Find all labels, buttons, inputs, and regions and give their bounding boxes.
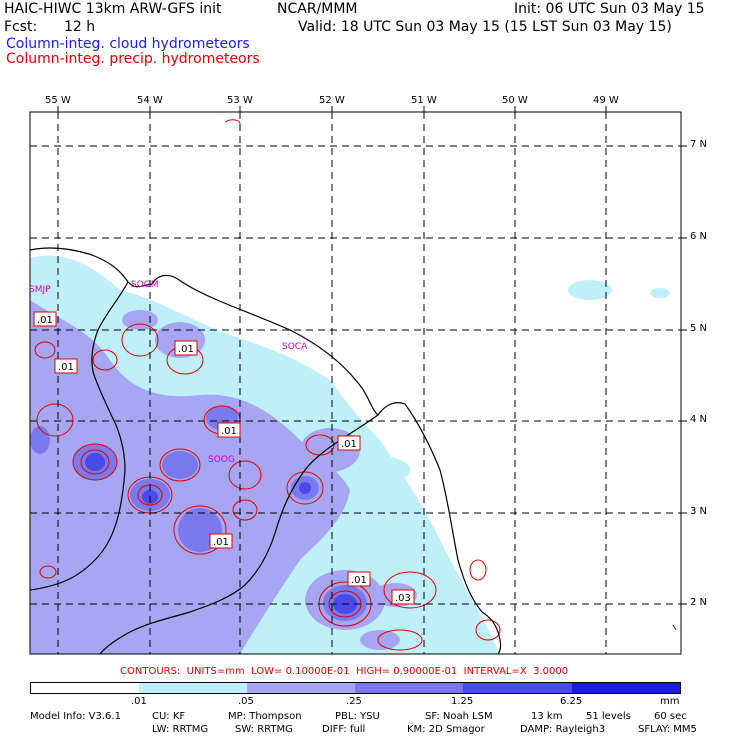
- forecast-value: 12 h: [64, 19, 96, 35]
- colorbar: [30, 682, 681, 694]
- lat-label: 4 N: [690, 414, 708, 425]
- precip-contours: [34, 119, 677, 651]
- contour-label: .01: [221, 426, 237, 437]
- colorbar-segment: [139, 683, 247, 693]
- axis-ticks: [57, 106, 687, 605]
- colorbar-segment: [31, 683, 139, 693]
- lat-lon-grid: [30, 112, 681, 654]
- colorbar-tick: .05: [238, 696, 254, 707]
- contour-label: .01: [341, 439, 357, 450]
- lon-label: 50 W: [502, 95, 528, 106]
- contour-label: .01: [58, 362, 74, 373]
- lon-label: 49 W: [593, 95, 619, 106]
- lon-label: 52 W: [319, 95, 345, 106]
- model-info-km: KM: 2D Smagor: [407, 724, 485, 735]
- colorbar-tick: 6.25: [560, 696, 583, 707]
- model-info-timestep: 60 sec: [654, 711, 687, 722]
- contour-label: .01: [37, 315, 53, 326]
- lon-label: 51 W: [411, 95, 437, 106]
- model-info-lw: LW: RRTMG: [152, 724, 209, 735]
- lon-label: 55 W: [45, 95, 71, 106]
- model-info-res: 13 km: [531, 711, 563, 722]
- model-info-sw: SW: RRTMG: [235, 724, 293, 735]
- lon-label: 54 W: [137, 95, 163, 106]
- lat-label: 2 N: [690, 597, 708, 608]
- contour-value-labels: .01 .01 .01 .01 .01 .01 .01 .03: [33, 311, 415, 605]
- init-time: Init: 06 UTC Sun 03 May 15: [514, 1, 705, 17]
- lat-label: 3 N: [690, 506, 708, 517]
- contour-label: .01: [213, 537, 229, 548]
- colorbar-segment: [355, 683, 463, 693]
- contour-label: .03: [395, 593, 411, 604]
- colorbar-segment: [572, 683, 680, 693]
- station-soca: SOCA: [282, 342, 308, 352]
- cloud-field-label: Column-integ. cloud hydrometeors: [6, 36, 250, 52]
- lat-label: 6 N: [690, 231, 708, 242]
- model-info-levels: 51 levels: [586, 711, 631, 722]
- model-info-sf: SF: Noah LSM: [425, 711, 493, 722]
- station-soog: SOOG: [208, 455, 235, 465]
- model-info-damp: DAMP: Rayleigh3: [520, 724, 606, 735]
- station-sogm: SOGM: [131, 280, 159, 290]
- model-info-pbl: PBL: YSU: [335, 711, 380, 722]
- contour-label: .01: [351, 575, 367, 586]
- contours-info: CONTOURS: UNITS=mm LOW= 0.10000E-01 HIGH…: [120, 666, 569, 677]
- center-label: NCAR/MMM: [277, 1, 358, 17]
- coastlines: [30, 247, 502, 654]
- colorbar-tick: .25: [346, 696, 362, 707]
- colorbar-segment: [247, 683, 355, 693]
- shaded-fields: [30, 119, 677, 654]
- colorbar-segment: [463, 683, 572, 693]
- lat-label: 7 N: [690, 139, 708, 150]
- map-title: HAIC-HIWC 13km ARW-GFS init: [4, 1, 222, 17]
- colorbar-units: mm: [660, 696, 680, 707]
- station-labels: SMJP SOGM SOCA SOOG: [29, 280, 308, 465]
- lon-label: 53 W: [227, 95, 253, 106]
- precip-field-label: Column-integ. precip. hydrometeors: [6, 51, 260, 67]
- station-smjp: SMJP: [29, 285, 51, 295]
- contour-label: .01: [178, 344, 194, 355]
- colorbar-tick: .01: [131, 696, 147, 707]
- forecast-label: Fcst:: [4, 19, 38, 35]
- map-frame: [29, 111, 682, 655]
- model-info-sflay: SFLAY: MM5: [638, 724, 697, 735]
- model-info-mp: MP: Thompson: [228, 711, 302, 722]
- valid-time: Valid: 18 UTC Sun 03 May 15 (15 LST Sun …: [298, 19, 672, 35]
- model-info-diff: DIFF: full: [322, 724, 366, 735]
- colorbar-tick: 1.25: [451, 696, 474, 707]
- model-info-cu: CU: KF: [152, 711, 186, 722]
- lat-label: 5 N: [690, 323, 708, 334]
- model-info: Model Info: V3.6.1: [30, 711, 121, 722]
